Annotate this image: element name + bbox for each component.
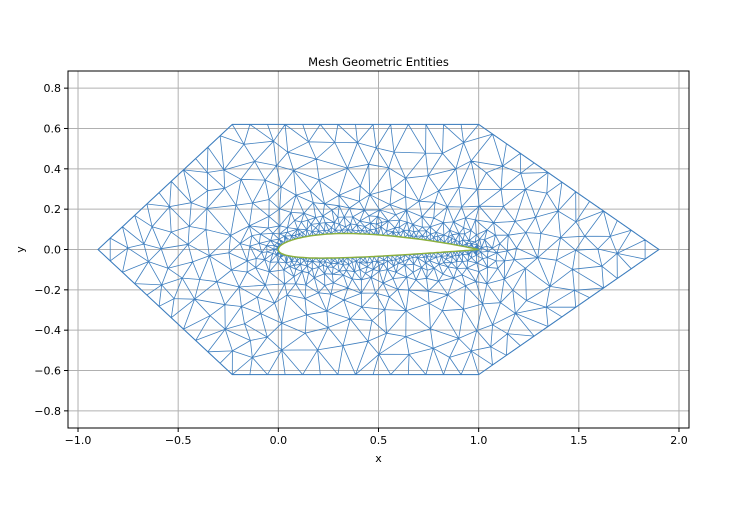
y-tick-label: 0.2 [44,203,62,216]
mesh-edges [97,123,660,376]
y-tick-label: 0.0 [44,244,62,257]
x-tick-label: 0.0 [270,434,288,447]
y-tick-label: −0.8 [34,405,61,418]
x-tick-label: 1.5 [570,434,588,447]
y-tick-label: −0.6 [34,365,61,378]
grid-lines [68,71,689,428]
x-axis-ticks: −1.0 −0.5 0.0 0.5 1.0 1.5 2.0 [65,428,688,447]
y-tick-label: 0.4 [44,163,62,176]
airfoil-body [277,232,479,259]
x-tick-label: −0.5 [165,434,192,447]
x-axis-label: x [375,452,382,465]
y-tick-label: −0.4 [34,324,61,337]
chart-title: Mesh Geometric Entities [308,55,449,69]
mesh-outer-boundary [97,123,660,376]
x-tick-label: 0.5 [370,434,388,447]
y-tick-label: 0.6 [44,122,62,135]
y-axis-ticks: 0.8 0.6 0.4 0.2 0.0 −0.2 −0.4 −0.6 −0.8 [34,82,68,418]
airfoil-outline [277,232,479,259]
x-tick-label: −1.0 [65,434,92,447]
x-tick-label: 1.0 [470,434,488,447]
y-tick-label: 0.8 [44,82,62,95]
x-tick-label: 2.0 [670,434,688,447]
y-axis-label: y [14,246,27,253]
y-tick-label: −0.2 [34,284,61,297]
